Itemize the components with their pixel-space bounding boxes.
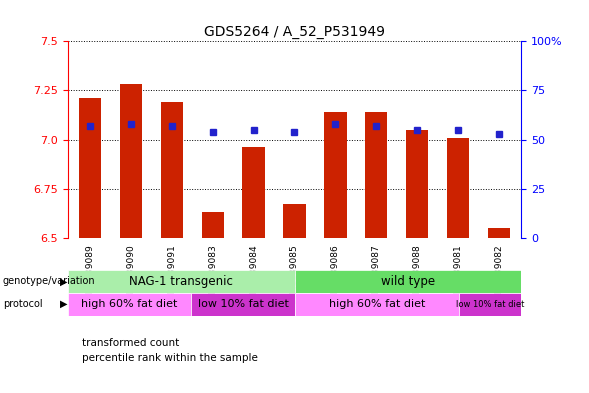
Text: transformed count: transformed count bbox=[82, 338, 180, 348]
Bar bbox=[191, 293, 294, 316]
Text: low 10% fat diet: low 10% fat diet bbox=[456, 300, 525, 309]
Text: wild type: wild type bbox=[381, 275, 435, 288]
Text: NAG-1 transgenic: NAG-1 transgenic bbox=[129, 275, 233, 288]
Bar bbox=[446, 138, 469, 238]
Text: genotype/variation: genotype/variation bbox=[3, 276, 95, 286]
Text: high 60% fat diet: high 60% fat diet bbox=[329, 299, 425, 309]
Bar bbox=[201, 212, 224, 238]
Bar bbox=[294, 270, 521, 293]
Bar bbox=[68, 270, 294, 293]
Text: ▶: ▶ bbox=[60, 299, 67, 309]
Bar bbox=[294, 293, 459, 316]
Text: high 60% fat diet: high 60% fat diet bbox=[81, 299, 178, 309]
Title: GDS5264 / A_52_P531949: GDS5264 / A_52_P531949 bbox=[204, 25, 385, 39]
Bar bbox=[79, 98, 101, 238]
Bar bbox=[406, 130, 428, 238]
Bar bbox=[459, 293, 521, 316]
Bar bbox=[283, 204, 306, 238]
Bar bbox=[365, 112, 388, 238]
Bar bbox=[324, 112, 346, 238]
Text: percentile rank within the sample: percentile rank within the sample bbox=[82, 353, 259, 364]
Text: ▶: ▶ bbox=[60, 276, 67, 286]
Bar bbox=[243, 147, 265, 238]
Text: low 10% fat diet: low 10% fat diet bbox=[197, 299, 289, 309]
Bar bbox=[68, 293, 191, 316]
Bar bbox=[488, 228, 510, 238]
Bar bbox=[120, 84, 143, 238]
Bar bbox=[161, 102, 183, 238]
Text: protocol: protocol bbox=[3, 299, 42, 309]
